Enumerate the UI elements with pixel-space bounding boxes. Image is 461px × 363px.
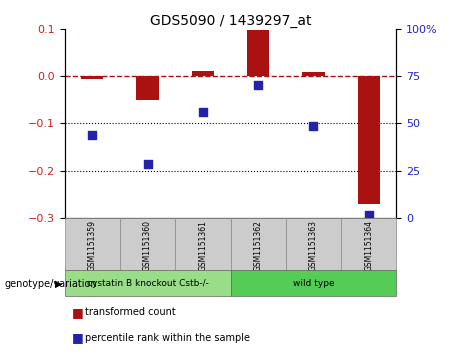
Text: percentile rank within the sample: percentile rank within the sample (85, 333, 250, 343)
Bar (247, 30, 269, 76)
Point (199, 109, 207, 114)
Text: ▶: ▶ (55, 279, 62, 289)
Point (89, 132, 96, 138)
Bar (230, 218, 286, 270)
Bar (302, 72, 325, 76)
Text: transformed count: transformed count (85, 307, 176, 317)
Text: cystatin B knockout Cstb-/-: cystatin B knockout Cstb-/- (87, 279, 208, 287)
Bar (65, 218, 120, 270)
Title: GDS5090 / 1439297_at: GDS5090 / 1439297_at (150, 14, 311, 28)
Text: GSM1151364: GSM1151364 (364, 220, 373, 271)
Point (144, 160, 151, 166)
Bar (175, 218, 230, 270)
Text: GSM1151359: GSM1151359 (88, 220, 97, 271)
Text: wild type: wild type (293, 279, 334, 287)
Text: GSM1151363: GSM1151363 (309, 220, 318, 271)
Text: GSM1151361: GSM1151361 (198, 220, 207, 271)
Bar (136, 76, 159, 100)
Point (365, 212, 372, 218)
Text: GSM1151360: GSM1151360 (143, 220, 152, 271)
Bar (358, 76, 380, 204)
Bar (192, 70, 214, 76)
Point (254, 82, 262, 87)
Text: ■: ■ (71, 306, 83, 319)
Bar (81, 76, 103, 78)
Bar (286, 218, 341, 270)
Text: GSM1151362: GSM1151362 (254, 220, 263, 271)
Bar (120, 218, 175, 270)
Bar (230, 270, 396, 296)
Text: genotype/variation: genotype/variation (5, 279, 97, 289)
Bar (341, 218, 396, 270)
Bar (65, 270, 230, 296)
Text: ■: ■ (71, 331, 83, 344)
Point (310, 123, 317, 129)
